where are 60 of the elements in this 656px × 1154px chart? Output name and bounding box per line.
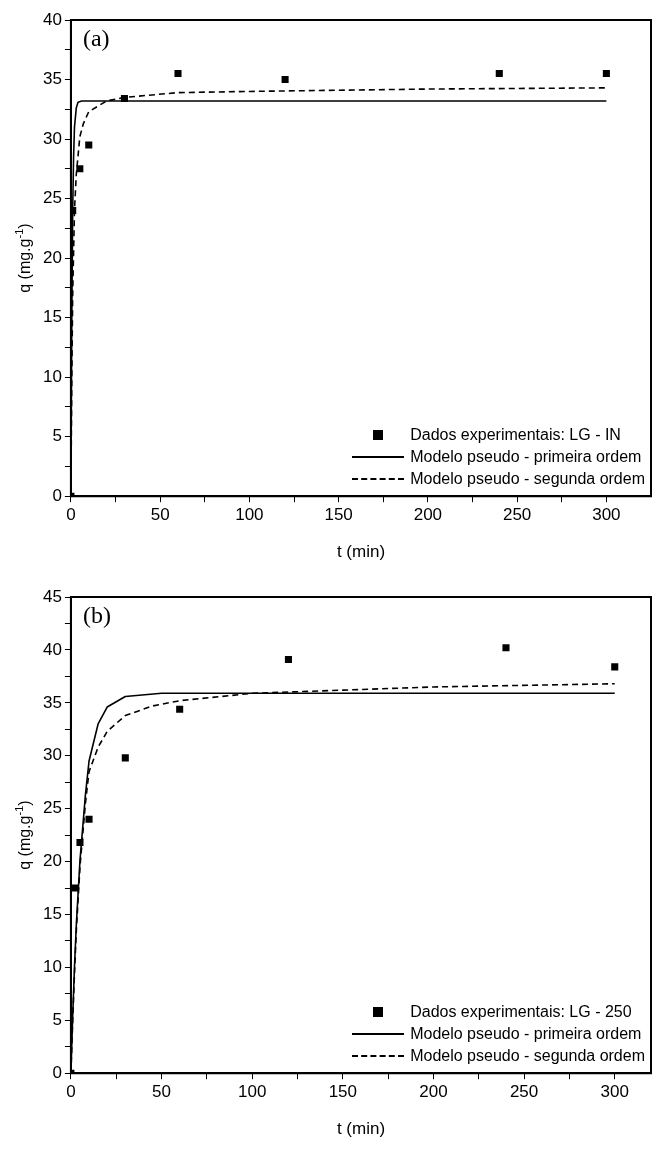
x-tick-label: 50 [152, 1082, 172, 1102]
annotation: (a) [82, 25, 110, 52]
y-tick-label: 0 [52, 1062, 62, 1082]
x-tick-label: 0 [66, 505, 76, 525]
x-tick-label: 250 [502, 505, 532, 525]
y-tick-label: 20 [42, 247, 62, 267]
point [121, 754, 129, 762]
point [281, 75, 289, 84]
point [71, 884, 79, 892]
x-tick-label: 100 [238, 1082, 267, 1102]
x-tick-label: 200 [419, 1082, 448, 1102]
legend-label: Modelo pseudo - primeira ordem [410, 1024, 642, 1045]
y-axis-title: q (mg.g-1) [13, 223, 33, 293]
y-tick-label: 5 [52, 426, 62, 446]
point [85, 141, 93, 149]
point [284, 655, 292, 663]
x-tick-label: 300 [600, 1082, 629, 1102]
y-tick-label: 35 [42, 69, 62, 89]
point [85, 815, 93, 823]
x-tick-label: 250 [509, 1082, 539, 1102]
x-axis-title: t (min) [336, 542, 386, 562]
y-tick-label: 30 [42, 128, 62, 148]
legend-label: Modelo pseudo - segunda ordem [410, 1046, 645, 1067]
y-tick-label: 15 [42, 307, 62, 327]
y-tick-label: 15 [42, 904, 62, 924]
y-tick-label: 10 [42, 957, 62, 977]
y-tick-label: 40 [42, 9, 62, 29]
point [495, 70, 503, 78]
x-tick-label: 200 [413, 505, 443, 525]
legend-label: Modelo pseudo - segunda ordem [410, 469, 645, 490]
point [602, 70, 610, 78]
x-tick-label: 300 [592, 505, 621, 525]
legend-label: Modelo pseudo - primeira ordem [410, 447, 642, 468]
x-tick-label: 150 [324, 505, 353, 525]
y-tick-label: 35 [42, 692, 62, 712]
y-tick-label: 0 [52, 485, 62, 505]
point [611, 663, 619, 671]
point [502, 644, 510, 652]
y-tick-label: 25 [42, 188, 62, 208]
point [76, 838, 84, 847]
x-axis-title: t (min) [336, 1119, 386, 1139]
legend-label: Dados experimentais: LG - 250 [410, 1002, 632, 1023]
y-tick-label: 40 [42, 639, 62, 659]
y-axis-title: q (mg.g-1) [13, 800, 33, 870]
y-tick-label: 20 [42, 851, 62, 871]
y-tick-label: 30 [42, 745, 62, 765]
x-tick-label: 0 [66, 1082, 76, 1102]
point [76, 165, 84, 173]
x-tick-label: 100 [235, 505, 264, 525]
legend-label: Dados experimentais: LG - IN [410, 425, 621, 446]
y-tick-label: 25 [42, 798, 62, 818]
y-tick-label: 10 [42, 366, 62, 386]
point [176, 705, 184, 713]
y-tick-label: 5 [52, 1009, 62, 1029]
point [120, 95, 128, 103]
x-tick-label: 150 [328, 1082, 358, 1102]
x-tick-label: 50 [150, 505, 170, 525]
annotation: (b) [82, 602, 111, 629]
y-tick-label: 45 [42, 586, 62, 606]
point [174, 70, 182, 78]
